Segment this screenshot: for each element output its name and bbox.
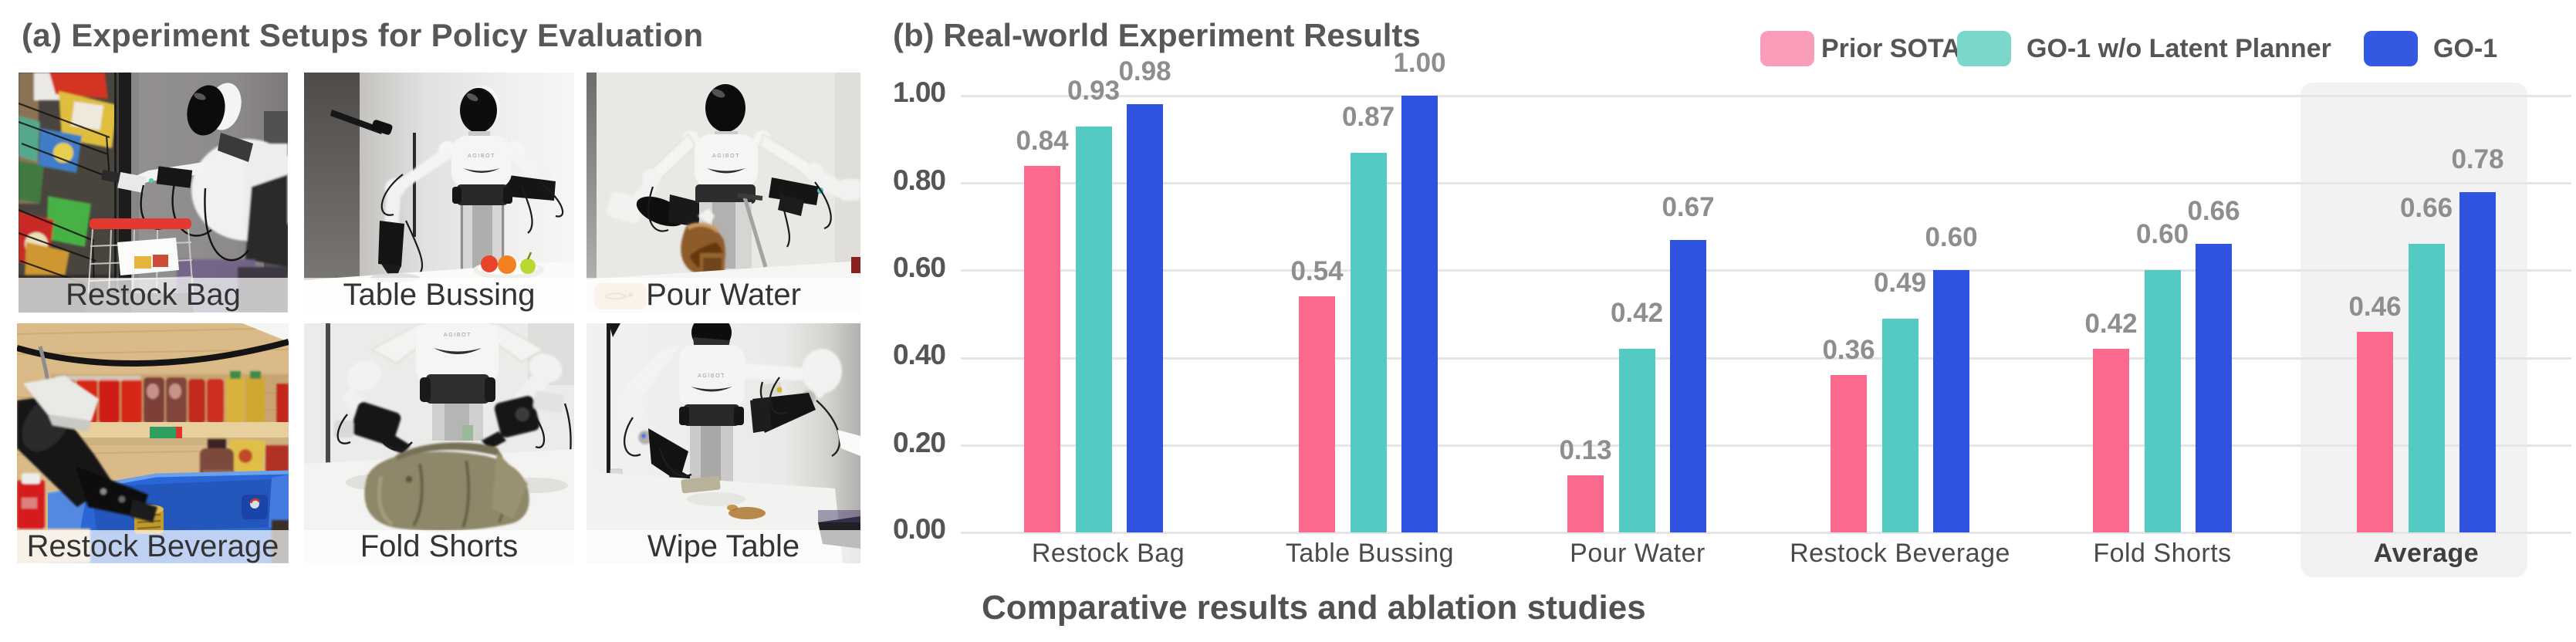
svg-text:AGIBOT: AGIBOT (698, 373, 725, 379)
svg-text:AGIBOT: AGIBOT (712, 154, 740, 159)
svg-text:AGIBOT: AGIBOT (444, 333, 472, 338)
svg-text:AGIBOT: AGIBOT (468, 154, 495, 159)
